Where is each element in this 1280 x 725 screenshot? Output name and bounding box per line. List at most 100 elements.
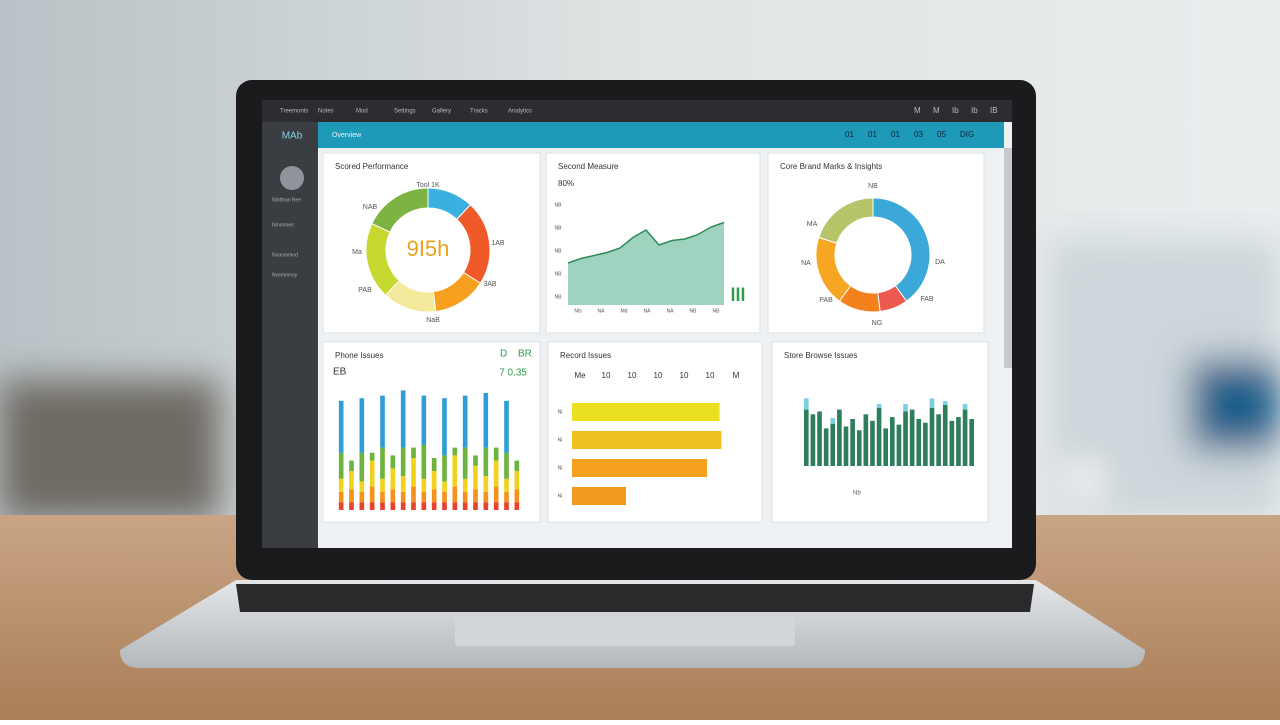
bar-segment — [969, 419, 975, 466]
donut-label: NaB — [426, 317, 440, 324]
bar-segment — [514, 460, 520, 471]
bar-segment — [923, 422, 928, 466]
donut-label: NA — [801, 260, 811, 267]
bar-segment — [942, 401, 948, 405]
bar-segment — [338, 502, 344, 510]
donut-segment — [371, 187, 429, 233]
bar-segment — [452, 486, 458, 503]
bar-segment — [870, 420, 875, 466]
bar-segment — [504, 400, 509, 453]
bar-segment — [442, 398, 447, 456]
logo: MAb — [282, 131, 303, 142]
bar-segment — [431, 458, 437, 471]
bar-segment — [514, 502, 520, 510]
bar-segment — [359, 502, 365, 510]
panel-title: Record Issues — [560, 351, 611, 360]
bar-segment — [823, 428, 829, 466]
y-tick-label: NB — [555, 202, 563, 208]
x-tick-label: NA — [598, 308, 606, 314]
bar-segment — [896, 424, 902, 466]
badge: BR — [518, 349, 532, 360]
bar-segment — [431, 489, 437, 503]
row-label: Ni — [558, 437, 563, 443]
bar-segment — [390, 502, 396, 510]
bar-segment — [962, 403, 968, 410]
bar-segment — [803, 409, 809, 466]
donut-segment — [818, 197, 874, 244]
bar — [572, 431, 722, 449]
bar-segment — [514, 471, 520, 490]
window-icon: IB — [990, 106, 998, 115]
bar — [572, 459, 707, 477]
menu-item: Notes — [318, 109, 334, 115]
bar-segment — [473, 489, 478, 503]
panel-title: Store Browse Issues — [784, 351, 857, 360]
bar-segment — [504, 502, 509, 510]
area-line — [567, 221, 725, 264]
menu-item: Treemonts — [280, 109, 308, 115]
bar-segment — [442, 502, 447, 510]
bar-segment — [483, 393, 489, 448]
bar-segment — [462, 447, 468, 479]
value-text: 7 0.35 — [499, 368, 527, 379]
bar-segment — [493, 486, 499, 503]
avatar — [280, 166, 304, 190]
subtitle: EB — [333, 367, 347, 378]
donut-label: NB — [868, 183, 878, 190]
bar-segment — [483, 502, 489, 510]
bar-segment — [936, 414, 941, 466]
bar-segment — [876, 407, 882, 466]
bar-segment — [349, 471, 354, 490]
bar-segment — [442, 481, 447, 492]
bar-segment — [889, 417, 895, 466]
menu-item: Settings — [394, 109, 416, 115]
menu-item: Analytics — [508, 109, 532, 115]
column-label: M — [733, 371, 740, 380]
bar-segment — [473, 502, 478, 510]
bar-segment — [338, 452, 344, 479]
bar-segment — [442, 455, 447, 482]
bar-segment — [369, 460, 375, 487]
column-label: 10 — [602, 371, 611, 380]
header-title: Overview — [332, 132, 362, 139]
bar-segment — [856, 430, 862, 466]
bar-segment — [452, 455, 458, 487]
sidebar-item: Nlotthan Bee — [272, 197, 301, 203]
y-tick-label: NB — [555, 225, 563, 231]
donut-center: 9I5h — [407, 236, 450, 261]
bar-segment — [929, 398, 935, 408]
row-label: Ni — [558, 493, 563, 499]
bar-segment — [909, 409, 915, 466]
bar-segment — [390, 489, 396, 503]
x-tick-label: Nls — [574, 308, 582, 314]
donut-label: Ma — [352, 249, 362, 256]
bar-segment — [462, 395, 468, 448]
bar-segment — [338, 478, 344, 492]
window-icon: Ib — [971, 106, 978, 115]
bar — [572, 487, 626, 505]
bar-segment — [863, 414, 869, 466]
bar-segment — [493, 502, 499, 510]
header-icon: 01 — [845, 130, 854, 139]
bar-segment — [349, 489, 354, 503]
donut-label: MA — [807, 221, 818, 228]
donut-label: 1AB — [491, 240, 505, 247]
bar-segment — [400, 390, 406, 448]
bar-segment — [462, 478, 468, 492]
donut-label: FAB — [920, 296, 934, 303]
bar-segment — [369, 486, 375, 503]
bar-segment — [380, 395, 385, 448]
donut-label: DA — [935, 259, 945, 266]
bar-segment — [400, 476, 406, 492]
footer: Nb — [853, 491, 861, 497]
menu-item: Mod — [356, 109, 368, 115]
bar-segment — [369, 502, 375, 510]
bar-segment — [442, 491, 447, 503]
menu-item: Tracks — [470, 109, 488, 115]
x-tick-label: NA — [644, 308, 652, 314]
row-label: Ni — [558, 409, 563, 415]
bar-segment — [504, 491, 509, 503]
header-bar — [318, 122, 1004, 148]
bar-segment — [452, 502, 458, 510]
panel-title: Phone Issues — [335, 351, 383, 360]
